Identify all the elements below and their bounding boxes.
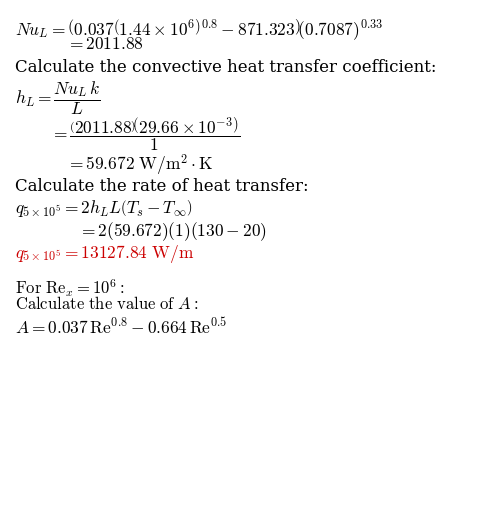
Text: $h_L = \dfrac{Nu_L\, k}{L}$: $h_L = \dfrac{Nu_L\, k}{L}$ — [15, 80, 101, 118]
Text: $= 59.672\ \mathrm{W/m^2 \cdot K}$: $= 59.672\ \mathrm{W/m^2 \cdot K}$ — [66, 153, 213, 178]
Text: Calculate the rate of heat transfer:: Calculate the rate of heat transfer: — [15, 178, 309, 195]
Text: Calculate the convective heat transfer coefficient:: Calculate the convective heat transfer c… — [15, 59, 436, 76]
Text: $q_{5\times10^5} = 13127.84\ \mathrm{W/m}$: $q_{5\times10^5} = 13127.84\ \mathrm{W/m… — [15, 243, 195, 266]
Text: $= \dfrac{\left(2011.88\right)\!\left(29.66\times10^{-3}\right)}{1}$: $= \dfrac{\left(2011.88\right)\!\left(29… — [50, 116, 240, 153]
Text: $A = 0.037\,\mathrm{Re}^{0.8} - 0.664\,\mathrm{Re}^{0.5}$: $A = 0.037\,\mathrm{Re}^{0.8} - 0.664\,\… — [15, 317, 227, 338]
Text: $\mathrm{For\ Re}_x = 10^6:$: $\mathrm{For\ Re}_x = 10^6:$ — [15, 277, 125, 299]
Text: $\mathrm{Calculate\ the\ value\ of\ } A:$: $\mathrm{Calculate\ the\ value\ of\ } A:… — [15, 296, 199, 313]
Text: $= 2011.88$: $= 2011.88$ — [66, 36, 143, 53]
Text: $q_{5\times10^5} = 2h_L L\left(T_s - T_\infty\right)$: $q_{5\times10^5} = 2h_L L\left(T_s - T_\… — [15, 199, 193, 220]
Text: $Nu_L = \left(0.037\left(1.44\times10^6\right)^{0.8} - 871.323\right)\!(0.7087)^: $Nu_L = \left(0.037\left(1.44\times10^6\… — [15, 17, 384, 42]
Text: $= 2(59.672)(1)(130-20)$: $= 2(59.672)(1)(130-20)$ — [78, 220, 267, 243]
